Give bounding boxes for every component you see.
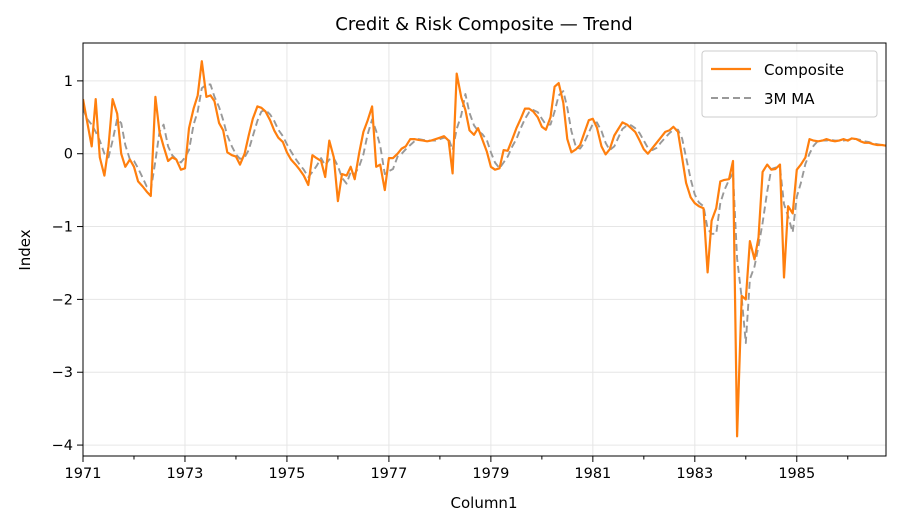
x-tick-label: 1975 xyxy=(268,466,305,482)
legend-label-composite: Composite xyxy=(764,61,844,79)
x-tick-label: 1979 xyxy=(472,466,509,482)
y-tick-label: −1 xyxy=(52,220,73,236)
y-tick-label: 0 xyxy=(64,147,73,163)
y-tick-label: −2 xyxy=(52,292,73,308)
legend: Composite 3M MA xyxy=(701,50,878,118)
x-tick-label: 1971 xyxy=(65,466,102,482)
x-tick-label: 1977 xyxy=(370,466,407,482)
legend-box xyxy=(701,50,878,118)
y-axis-label: Index xyxy=(16,229,34,270)
legend-label-3m-ma: 3M MA xyxy=(764,90,815,108)
x-tick-label: 1981 xyxy=(574,466,611,482)
x-tick-label: 1973 xyxy=(167,466,204,482)
x-tick-label: 1985 xyxy=(778,466,815,482)
x-tick-label: 1983 xyxy=(676,466,713,482)
plot-area xyxy=(83,60,886,438)
y-tick-label: −4 xyxy=(52,438,73,454)
chart-title: Credit & Risk Composite — Trend xyxy=(335,14,632,35)
plot-frame xyxy=(82,42,887,457)
y-tick-label: 1 xyxy=(64,74,73,90)
series-line-3m-ma xyxy=(83,83,886,345)
axis-ticks: 1971 1973 1975 1977 1979 1981 1983 1985 1 0 −1 −2 −3… xyxy=(52,74,849,482)
x-axis-label: Column1 xyxy=(451,494,518,512)
y-tick-label: −3 xyxy=(52,365,73,381)
series-line-composite xyxy=(83,60,886,438)
